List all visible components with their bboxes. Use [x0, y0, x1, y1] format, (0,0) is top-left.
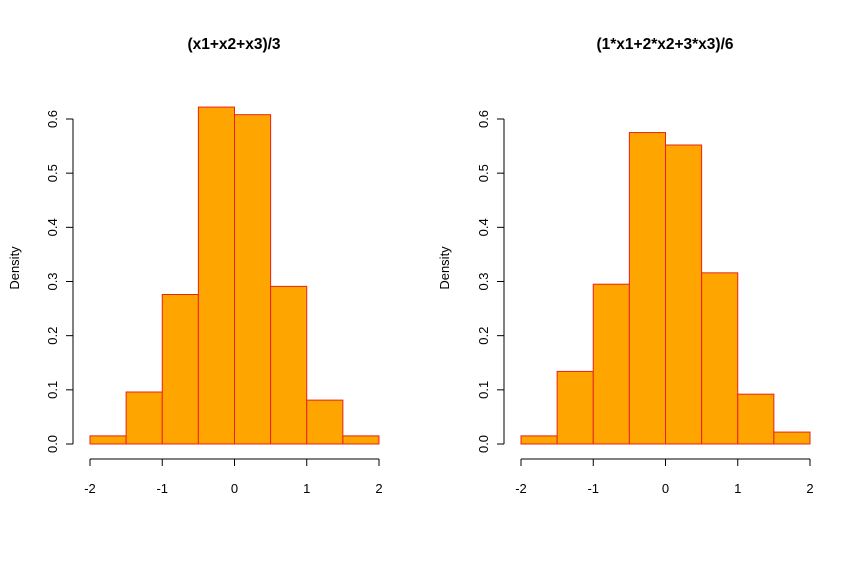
- y-tick-label: 0.3: [45, 272, 60, 290]
- x-tick-label: 0: [231, 481, 238, 496]
- y-axis-label: Density: [437, 246, 452, 290]
- x-axis: -2 -1 0 1 2: [84, 458, 383, 496]
- x-tick-label: -2: [515, 481, 527, 496]
- x-tick-label: 2: [806, 481, 813, 496]
- chart-title: (1*x1+2*x2+3*x3)/6: [596, 36, 733, 53]
- x-tick-label: 1: [303, 481, 310, 496]
- y-tick-label: 0.6: [45, 110, 60, 128]
- y-tick-label: 0.4: [45, 218, 60, 236]
- x-tick-label: 0: [662, 481, 669, 496]
- histogram-bar: [161, 294, 199, 445]
- histogram-bar: [737, 393, 775, 445]
- histogram-bar: [665, 144, 703, 445]
- histogram-bar: [306, 399, 344, 445]
- y-tick-label: 0.1: [476, 381, 491, 399]
- y-tick-label: 0.5: [476, 164, 491, 182]
- x-tick-label: -2: [84, 481, 96, 496]
- histogram-bar: [270, 285, 308, 445]
- x-tick-label: 1: [734, 481, 741, 496]
- histogram-bar: [592, 283, 630, 445]
- y-axis: 0.0 0.1 0.2 0.3 0.4 0.5 0.6: [476, 110, 505, 453]
- y-tick-label: 0.1: [45, 381, 60, 399]
- bars: [520, 132, 811, 445]
- y-tick-label: 0.4: [476, 218, 491, 236]
- histogram-bar: [197, 106, 235, 445]
- chart-title: (x1+x2+x3)/3: [187, 36, 280, 53]
- histogram-bar: [125, 391, 163, 445]
- x-tick-label: -1: [156, 481, 168, 496]
- x-axis: -2 -1 0 1 2: [515, 458, 814, 496]
- histogram-bar: [342, 435, 380, 445]
- histogram-bar: [234, 114, 272, 445]
- y-tick-label: 0.0: [476, 435, 491, 453]
- y-axis-label: Density: [7, 246, 22, 290]
- bars: [89, 106, 380, 445]
- histogram-bar: [701, 272, 739, 445]
- panel-right: (1*x1+2*x2+3*x3)/6 Density -2 -1 0 1 2 0.00.…: [437, 36, 814, 496]
- x-tick-label: -1: [587, 481, 599, 496]
- y-axis: 0.0 0.1 0.2 0.3 0.4 0.5 0.6: [45, 110, 74, 453]
- y-tick-label: 0.2: [45, 327, 60, 345]
- panel-left: (x1+x2+x3)/3 Density -2 -1 0 1 2 0.00.10.20.…: [7, 36, 383, 496]
- histogram-bar: [556, 370, 594, 445]
- histogram-bar: [773, 431, 811, 445]
- histogram-bar: [89, 435, 127, 445]
- y-tick-label: 0.3: [476, 272, 491, 290]
- y-tick-label: 0.0: [45, 435, 60, 453]
- y-tick-label: 0.6: [476, 110, 491, 128]
- histogram-bar: [520, 435, 558, 445]
- histogram-bar: [628, 132, 666, 445]
- y-tick-label: 0.2: [476, 327, 491, 345]
- x-tick-label: 2: [375, 481, 382, 496]
- y-tick-label: 0.5: [45, 164, 60, 182]
